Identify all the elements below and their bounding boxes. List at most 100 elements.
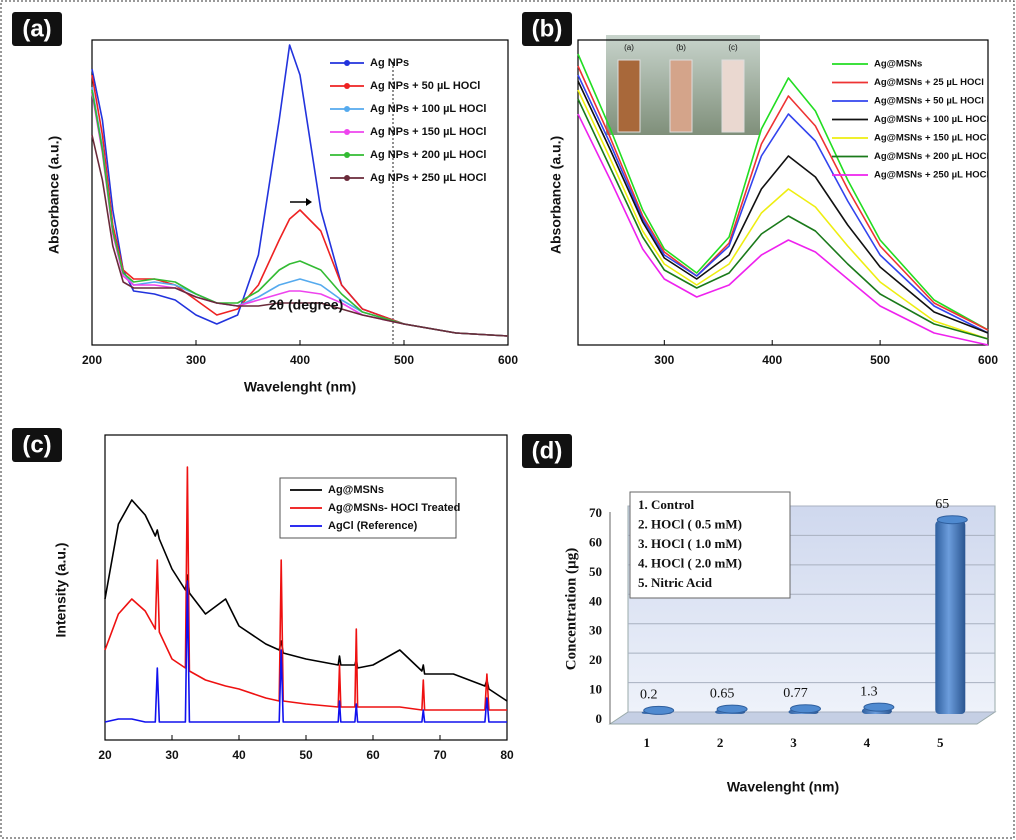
- value-label: 65: [935, 497, 949, 512]
- legend-marker: [344, 152, 350, 158]
- x-tick-label: 4: [864, 735, 871, 750]
- legend-marker: [344, 129, 350, 135]
- panel-label: (c): [22, 431, 51, 458]
- y-tick-label: 60: [589, 534, 602, 549]
- y-tick-label: 10: [589, 682, 602, 697]
- y-axis-title: Absorbance (a.u.): [548, 136, 564, 254]
- x-tick-label: 300: [186, 353, 206, 367]
- inset-label: (b): [676, 43, 686, 52]
- panel-label-box: [12, 12, 62, 46]
- legend-label: Ag@MSNs + 25 µL HOCl: [874, 77, 984, 88]
- bar-top: [643, 705, 675, 715]
- legend-item: 3. HOCl ( 1.0 mM): [638, 536, 742, 551]
- x-tick-label: 50: [299, 748, 313, 762]
- legend-label: Ag@MSNs + 200 µL HOCl: [874, 151, 989, 162]
- series-line: [577, 89, 989, 340]
- series-line: [577, 80, 989, 334]
- series-line: [91, 89, 509, 337]
- legend-item: 1. Control: [638, 497, 694, 512]
- legend-marker: [344, 83, 350, 89]
- legend-label: Ag NPs + 150 µL HOCl: [370, 126, 486, 138]
- legend-marker: [344, 106, 350, 112]
- y-axis-title: Absorbance (a.u.): [46, 136, 62, 254]
- x-tick-label: 5: [937, 735, 944, 750]
- series-line: [104, 580, 507, 723]
- x-tick-label: 200: [82, 353, 102, 367]
- y-tick-label: 70: [589, 505, 602, 520]
- x-tick-label: 20: [98, 748, 112, 762]
- x-tick-label: 400: [290, 353, 310, 367]
- bar: [861, 702, 895, 714]
- bar: [715, 704, 748, 714]
- x-axis-title: Wavelenght (nm): [727, 779, 839, 795]
- y-axis-title: Intensity (a.u.): [53, 543, 69, 638]
- value-label: 0.65: [710, 686, 735, 701]
- panel-label-box: [522, 12, 572, 46]
- series-line: [577, 113, 989, 346]
- inset-label: (a): [624, 43, 634, 52]
- x-tick-label: 500: [394, 353, 414, 367]
- x-tick-label: 2: [717, 735, 724, 750]
- x-tick-label: 300: [654, 353, 674, 367]
- x-tick-label: 60: [366, 748, 380, 762]
- legend-item: 2. HOCl ( 0.5 mM): [638, 516, 742, 531]
- legend-box: [629, 491, 791, 599]
- legend-label: Ag@MSNs- HOCl Treated: [328, 502, 460, 514]
- value-label: 0.77: [783, 686, 808, 701]
- series-line: [91, 92, 509, 337]
- value-label: 0.2: [640, 688, 658, 703]
- panel-label: (b): [532, 15, 563, 42]
- legend-label: Ag@MSNs: [874, 59, 922, 70]
- bar: [788, 704, 821, 714]
- x-tick-label: 30: [165, 748, 179, 762]
- cuvette: [721, 59, 745, 133]
- x-tick-label: 40: [232, 748, 246, 762]
- y-tick-label: 20: [589, 652, 602, 667]
- series-line: [577, 53, 989, 331]
- y-tick-label: 50: [589, 564, 602, 579]
- panel-label-box: [12, 428, 62, 462]
- x-tick-label: 400: [762, 353, 782, 367]
- value-label: 1.3: [860, 684, 878, 699]
- y-tick-label: 40: [589, 593, 602, 608]
- legend-marker: [344, 175, 350, 181]
- x-tick-label: 80: [500, 748, 514, 762]
- inset-photo: [606, 35, 760, 135]
- panel-label: (a): [22, 15, 51, 42]
- legend-label: Ag NPs + 250 µL HOCl: [370, 172, 486, 184]
- y-tick-label: 30: [589, 623, 602, 638]
- legend-label: Ag NPs + 50 µL HOCl: [370, 80, 480, 92]
- x-tick-label: 500: [870, 353, 890, 367]
- series-line: [91, 134, 509, 337]
- panel-label-box: [522, 434, 572, 468]
- legend-item: 4. HOCl ( 2.0 mM): [638, 555, 742, 570]
- legend-label: Ag@MSNs + 100 µL HOCl: [874, 114, 989, 125]
- x-tick-label: 600: [498, 353, 518, 367]
- bar: [641, 705, 675, 715]
- legend-marker: [344, 60, 350, 66]
- cuvette: [617, 59, 641, 133]
- legend-label: Ag@MSNs: [328, 484, 384, 496]
- x-tick-label: 3: [790, 735, 797, 750]
- bar-top: [716, 704, 748, 714]
- inset-label: (c): [728, 43, 738, 52]
- bar: [935, 515, 968, 714]
- x-axis-title: 2θ (degree): [269, 297, 343, 313]
- cuvette: [669, 59, 693, 133]
- y-tick-label: 0: [596, 711, 603, 726]
- bar-top: [936, 515, 968, 525]
- legend-label: Ag@MSNs + 250 µL HOCl: [874, 170, 989, 181]
- legend-label: Ag@MSNs + 150 µL HOCl: [874, 133, 989, 144]
- legend-label: Ag NPs + 200 µL HOCl: [370, 149, 486, 161]
- series-line: [577, 98, 989, 340]
- legend-label: Ag@MSNs + 50 µL HOCl: [874, 96, 984, 107]
- series-line: [577, 65, 989, 331]
- x-tick-label: 600: [978, 353, 998, 367]
- series-line: [577, 74, 989, 334]
- y-axis-title: Concentration (µg): [563, 548, 579, 670]
- legend-item: 5. Nitric Acid: [638, 575, 713, 590]
- legend-label: Ag NPs + 100 µL HOCl: [370, 103, 486, 115]
